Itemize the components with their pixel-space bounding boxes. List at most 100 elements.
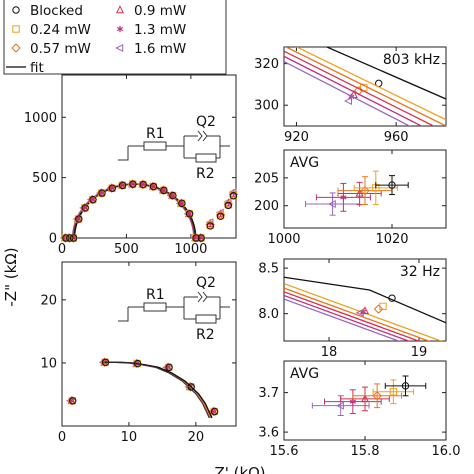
line-p057 [284,287,431,341]
label-r2: R2 [196,166,215,182]
data-point-blocked [169,191,177,200]
data-point-blocked [192,234,200,242]
y-tick-label: 205 [254,171,279,186]
data-point-blocked [98,189,106,197]
panel-title: 803 kHz [383,52,440,68]
avg-point-p09 [360,394,370,403]
fit-line [102,361,210,418]
y-tick-label: 200 [254,199,279,214]
y-tick-label: 300 [254,99,279,114]
point-p16 [355,308,364,317]
avg-point-p16 [335,401,344,410]
panel-F: 15.6 15.8 16.0 3.6 3.7 AVG [258,360,461,459]
y-tick-label: 8.5 [258,262,279,277]
data-point-blocked [69,397,77,405]
label-q2: Q2 [196,275,216,291]
line-p16 [284,60,411,126]
legend-marker-blocked [12,6,20,14]
axes-frame [283,258,447,342]
data-point-blocked [69,234,78,242]
x-tick-label: 0 [58,430,66,445]
legend-frame [3,0,227,75]
axes-frame [283,149,447,229]
axes-frame [61,74,237,239]
point-p16 [343,97,352,106]
x-tick-label: 500 [114,242,139,257]
line-p09 [284,291,421,341]
arc-blocked [104,361,213,419]
arc-blocked [73,183,197,239]
data-point-blocked [210,407,219,416]
data-point-blocked [118,181,127,190]
panel-D: 0 10 20 10 20 R1 Q2 R2 [40,261,237,445]
legend-marker-p057 [11,43,21,53]
line-p16 [284,298,401,341]
label-r1: R1 [146,126,165,142]
y-tick-label: 8.0 [258,307,279,322]
avg-point-p057 [372,391,382,401]
panel-E: 18 19 8.0 8.5 32 Hz [258,258,447,360]
resistor-r2 [195,314,217,324]
line-blocked [284,276,446,324]
x-tick-label: 15.6 [270,444,299,459]
arc-p09 [72,183,196,239]
y-tick-label: 3.7 [258,386,279,401]
tail-point-blocked [224,201,232,210]
avg-point-p09 [355,188,364,197]
y-tick-label: 3.6 [258,426,279,441]
line-p13 [284,294,411,341]
line-p13 [284,55,423,126]
y-tick-label: 320 [254,57,279,72]
data-point-blocked [197,234,205,242]
legend-label-p057: 0.57 mW [30,41,91,57]
cpe-q2 [197,291,208,303]
y-tick-label: 1000 [24,111,57,126]
resistor-r1 [143,141,167,151]
point-p057 [373,304,384,314]
data-point-blocked [139,180,147,189]
legend-marker-p16 [115,43,124,53]
data-point-blocked [62,234,70,242]
legend-label-p024: 0.24 mW [30,22,91,38]
tail-point-blocked [216,212,225,220]
data-point-blocked [108,184,116,192]
panel-title: 32 Hz [400,264,440,280]
panel-title: AVG [290,366,319,382]
x-tick-label: 16.0 [432,444,461,459]
x-tick-label: 19 [411,345,428,360]
data-point-blocked [129,180,137,188]
avg-point-blocked [401,382,410,390]
x-tick-label: 960 [384,130,409,145]
avg-point-p13 [349,398,356,405]
cpe-q2 [197,130,208,142]
panel-C: 1000 1020 200 205 AVG [254,149,447,247]
line-p09 [284,50,435,126]
series-lines [284,276,446,341]
data-point-blocked [149,182,158,191]
x-tick-label: 0 [58,242,66,257]
circuit-diagram: R1 Q2 R2 [118,275,230,343]
avg-point-p13-stroke [340,195,347,200]
wire [118,307,129,322]
series-lines [284,47,446,126]
legend-label-blocked: Blocked [30,3,83,19]
legend-label-p09: 0.9 mW [134,3,186,19]
data-point-blocked [165,363,173,372]
axes-frame [283,46,447,127]
label-q2: Q2 [196,114,216,130]
x-tick-label: 10 [121,430,138,445]
avg-point-p057 [360,185,370,196]
data-point-blocked [75,215,83,223]
tail-point-blocked [229,192,238,200]
legend-label-fit: fit [30,60,44,76]
avg-point-p13-stroke [349,399,356,404]
data-point-blocked [160,186,168,195]
x-tick-label: 15.8 [351,444,380,459]
y-tick-label: 10 [40,356,57,371]
data-point-blocked [81,204,89,212]
x-tick-label: 18 [321,345,338,360]
fit-line [73,183,196,239]
point-p024 [379,302,387,311]
avg-point-p024 [389,388,398,396]
point-p13-stroke [348,94,355,100]
